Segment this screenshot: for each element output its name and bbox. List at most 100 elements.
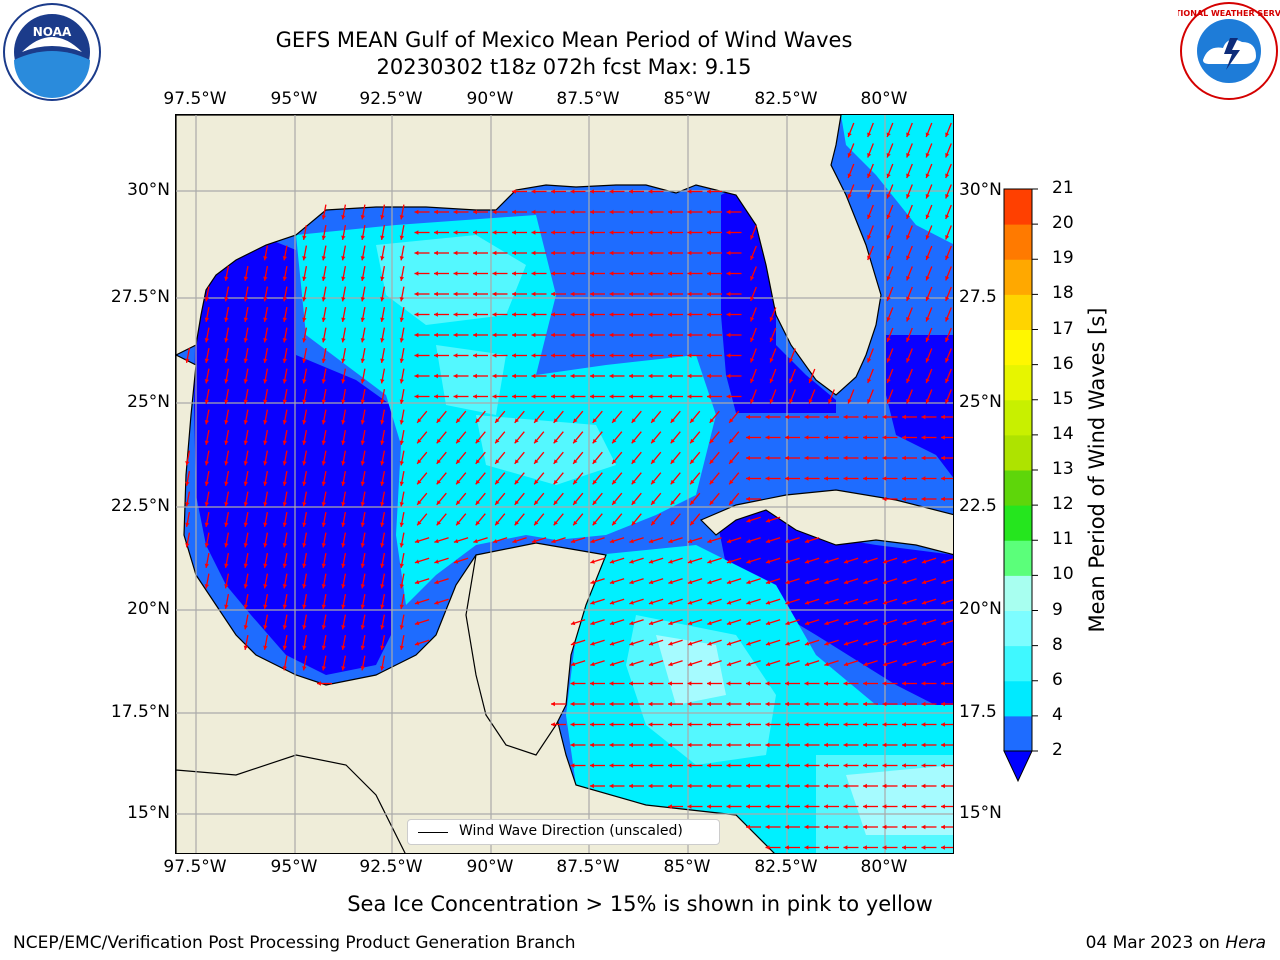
wind-wave-arrowhead	[414, 250, 419, 256]
wind-wave-arrowhead	[902, 763, 906, 768]
wind-wave-arrowhead	[321, 338, 326, 343]
wind-wave-arrowhead	[785, 621, 790, 626]
wind-wave-arrowhead	[863, 804, 867, 809]
lon-label: 80°W	[860, 857, 908, 877]
wind-wave-arrowhead	[824, 600, 829, 605]
wind-wave-arrowhead	[707, 250, 711, 256]
wind-wave-arrowhead	[282, 502, 287, 507]
wind-wave-arrowhead	[707, 621, 712, 626]
wind-wave-arrowhead	[417, 418, 422, 423]
wind-wave-arrowhead	[570, 701, 575, 707]
wind-wave-arrowhead	[765, 824, 770, 830]
wind-wave-arrowhead	[224, 604, 229, 609]
ice-note: Sea Ice Concentration > 15% is shown in …	[347, 892, 933, 916]
wind-wave-arrowhead	[707, 189, 711, 194]
wind-wave-arrowhead	[492, 353, 497, 358]
contour-4-6-atlantic	[841, 115, 953, 244]
wind-wave-arrowhead	[282, 563, 287, 568]
wind-wave-arrowhead	[945, 214, 950, 219]
wind-wave-arrowhead	[380, 522, 385, 527]
wind-wave-arrowhead	[282, 399, 287, 404]
wind-wave-arrowhead	[902, 681, 906, 686]
wind-wave-arrowhead	[631, 500, 636, 505]
wind-wave-arrowhead	[453, 250, 458, 256]
wind-wave-arrowhead	[341, 317, 346, 322]
wind-wave-arrowhead	[746, 455, 750, 461]
wind-wave-arrowhead	[746, 496, 750, 502]
wind-wave-arrowhead	[707, 580, 712, 585]
wind-wave-arrowhead	[282, 440, 287, 445]
wind-wave-arrowhead	[551, 189, 555, 194]
wind-wave-arrowhead	[531, 373, 536, 379]
colorbar-cell	[1004, 540, 1032, 576]
wind-wave-arrowhead	[648, 394, 653, 399]
wind-wave-arrowhead	[360, 379, 365, 384]
wind-wave-arrowhead	[690, 418, 695, 423]
wind-wave-arrowhead	[687, 742, 692, 748]
wind-wave-arrowhead	[590, 701, 594, 707]
wind-wave-arrowhead	[609, 332, 614, 338]
wind-wave-arrowhead	[434, 271, 438, 276]
wind-wave-arrowhead	[648, 600, 654, 605]
lat-label: 30°N	[127, 180, 170, 200]
wind-wave-arrowhead	[243, 563, 248, 568]
wind-wave-arrowhead	[629, 763, 633, 768]
wind-wave-arrowhead	[204, 297, 209, 302]
wind-wave-arrowhead	[707, 681, 711, 686]
wind-wave-arrowhead	[765, 455, 770, 461]
wind-wave-arrowhead	[380, 256, 385, 261]
wind-wave-arrowhead	[769, 337, 774, 342]
wind-wave-arrowhead	[707, 373, 711, 379]
wind-wave-arrowhead	[629, 209, 633, 215]
wind-wave-arrowhead	[321, 420, 326, 425]
colorbar-tick-label: 13	[1052, 459, 1074, 479]
wind-wave-arrowhead	[551, 373, 555, 379]
wind-wave-arrowhead	[341, 256, 346, 261]
wind-wave-arrowhead	[380, 276, 385, 281]
wind-wave-arrowhead	[648, 373, 653, 379]
wind-wave-arrowhead	[847, 194, 852, 199]
wind-wave-arrowhead	[534, 438, 539, 444]
noaa-logo: NOAA	[3, 3, 101, 101]
wind-wave-arrowhead	[417, 500, 422, 505]
wind-wave-arrowhead	[204, 440, 209, 445]
wind-wave-arrowhead	[512, 189, 516, 194]
wind-wave-arrowhead	[921, 559, 927, 564]
wind-wave-arrowhead	[495, 479, 500, 485]
wind-wave-arrowhead	[921, 783, 926, 789]
wind-wave-arrowhead	[863, 621, 868, 626]
wind-wave-arrowhead	[302, 338, 307, 343]
wind-wave-arrowhead	[531, 312, 536, 317]
wind-wave-arrowhead	[921, 455, 926, 461]
wind-wave-arrowhead	[941, 701, 945, 707]
wind-wave-arrowhead	[690, 520, 695, 526]
wind-wave-arrowhead	[302, 604, 307, 609]
wind-wave-arrowhead	[863, 559, 868, 564]
wind-wave-arrowhead	[414, 621, 420, 626]
wind-wave-arrowhead	[886, 358, 891, 363]
wind-wave-arrowhead	[492, 394, 497, 399]
wind-wave-arrowhead	[453, 332, 458, 338]
lat-label: 22.5°N	[110, 496, 170, 516]
wind-wave-arrowhead	[769, 378, 774, 383]
wind-wave-arrowhead	[746, 763, 750, 768]
lon-label: 95°W	[270, 857, 318, 877]
wind-wave-arrowhead	[945, 153, 950, 158]
wind-wave-arrowhead	[785, 845, 789, 850]
wind-wave-arrowhead	[668, 291, 672, 297]
wind-wave-arrowhead	[906, 235, 911, 240]
wind-wave-arrowhead	[882, 559, 888, 564]
wind-wave-arrowhead	[785, 580, 790, 585]
wind-wave-arrowhead	[847, 132, 852, 137]
wind-wave-arrowhead	[863, 763, 867, 768]
wind-wave-arrowhead	[687, 701, 692, 707]
wind-wave-arrowhead	[746, 742, 750, 748]
wind-wave-arrowhead	[648, 681, 653, 686]
wind-wave-arrowhead	[629, 353, 633, 358]
wind-wave-arrowhead	[726, 722, 731, 727]
wind-wave-arrowhead	[921, 701, 926, 707]
wind-wave-arrowhead	[629, 230, 633, 235]
wind-wave-arrowhead	[531, 230, 536, 235]
wind-wave-arrowhead	[434, 600, 439, 605]
wind-wave-arrowhead	[399, 440, 404, 445]
